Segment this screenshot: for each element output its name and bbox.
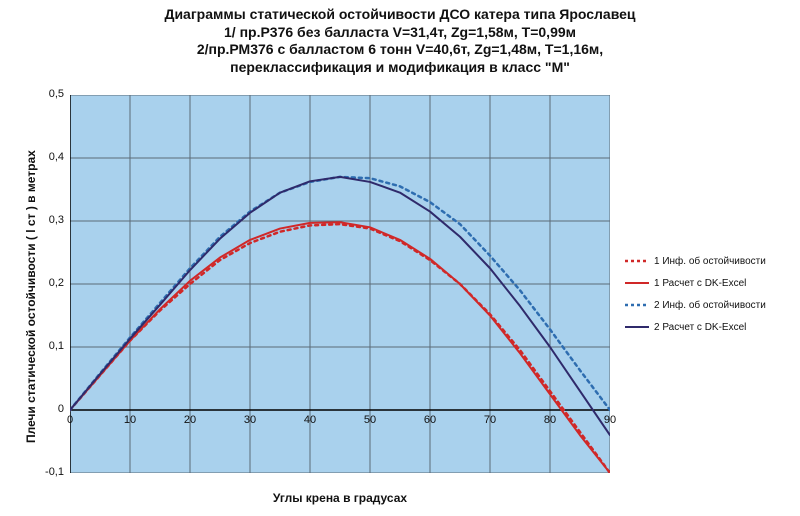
title-line-0: Диаграммы статической остойчивости ДСО к…	[0, 6, 800, 24]
legend-item: 1 Инф. об остойчивости	[625, 255, 766, 267]
chart-title: Диаграммы статической остойчивости ДСО к…	[0, 6, 800, 76]
x-axis-label: Углы крена в градусах	[70, 491, 610, 505]
x-tick-label: 80	[540, 414, 560, 426]
y-tick-label: -0,1	[45, 466, 64, 478]
legend-label: 1 Инф. об остойчивости	[654, 256, 766, 267]
x-tick-label: 30	[240, 414, 260, 426]
x-tick-label: 60	[420, 414, 440, 426]
x-tick-label: 10	[120, 414, 140, 426]
y-tick-label: 0,1	[49, 340, 64, 352]
plot-area	[70, 95, 610, 473]
x-tick-label: 0	[60, 414, 80, 426]
legend-label: 1 Расчет с DK-Excel	[654, 278, 746, 289]
y-tick-label: 0,3	[49, 214, 64, 226]
title-line-1: 1/ пр.Р376 без балласта V=31,4т, Zg=1,58…	[0, 24, 800, 42]
legend-label: 2 Расчет с DK-Excel	[654, 322, 746, 333]
y-tick-label: 0,2	[49, 277, 64, 289]
title-line-3: переклассификация и модификация в класс …	[0, 59, 800, 77]
legend-item: 1 Расчет с DK-Excel	[625, 277, 766, 289]
legend-swatch-icon	[625, 255, 649, 267]
legend-item: 2 Инф. об остойчивости	[625, 299, 766, 311]
x-tick-label: 90	[600, 414, 620, 426]
y-axis-label: Плечи статической остойчивости ( l ст ) …	[24, 150, 38, 443]
legend-swatch-icon	[625, 299, 649, 311]
x-tick-label: 50	[360, 414, 380, 426]
legend-swatch-icon	[625, 321, 649, 333]
legend-item: 2 Расчет с DK-Excel	[625, 321, 766, 333]
y-tick-label: 0,4	[49, 151, 64, 163]
y-tick-label: 0,5	[49, 88, 64, 100]
x-tick-label: 40	[300, 414, 320, 426]
y-tick-label: 0	[58, 403, 64, 415]
x-tick-label: 20	[180, 414, 200, 426]
legend-swatch-icon	[625, 277, 649, 289]
title-line-2: 2/пр.РМ376 с балластом 6 тонн V=40,6т, Z…	[0, 41, 800, 59]
legend: 1 Инф. об остойчивости 1 Расчет с DK-Exce…	[625, 255, 766, 343]
chart-container: { "title_lines": [ "Диаграммы статическо…	[0, 0, 800, 516]
x-tick-label: 70	[480, 414, 500, 426]
legend-label: 2 Инф. об остойчивости	[654, 300, 766, 311]
